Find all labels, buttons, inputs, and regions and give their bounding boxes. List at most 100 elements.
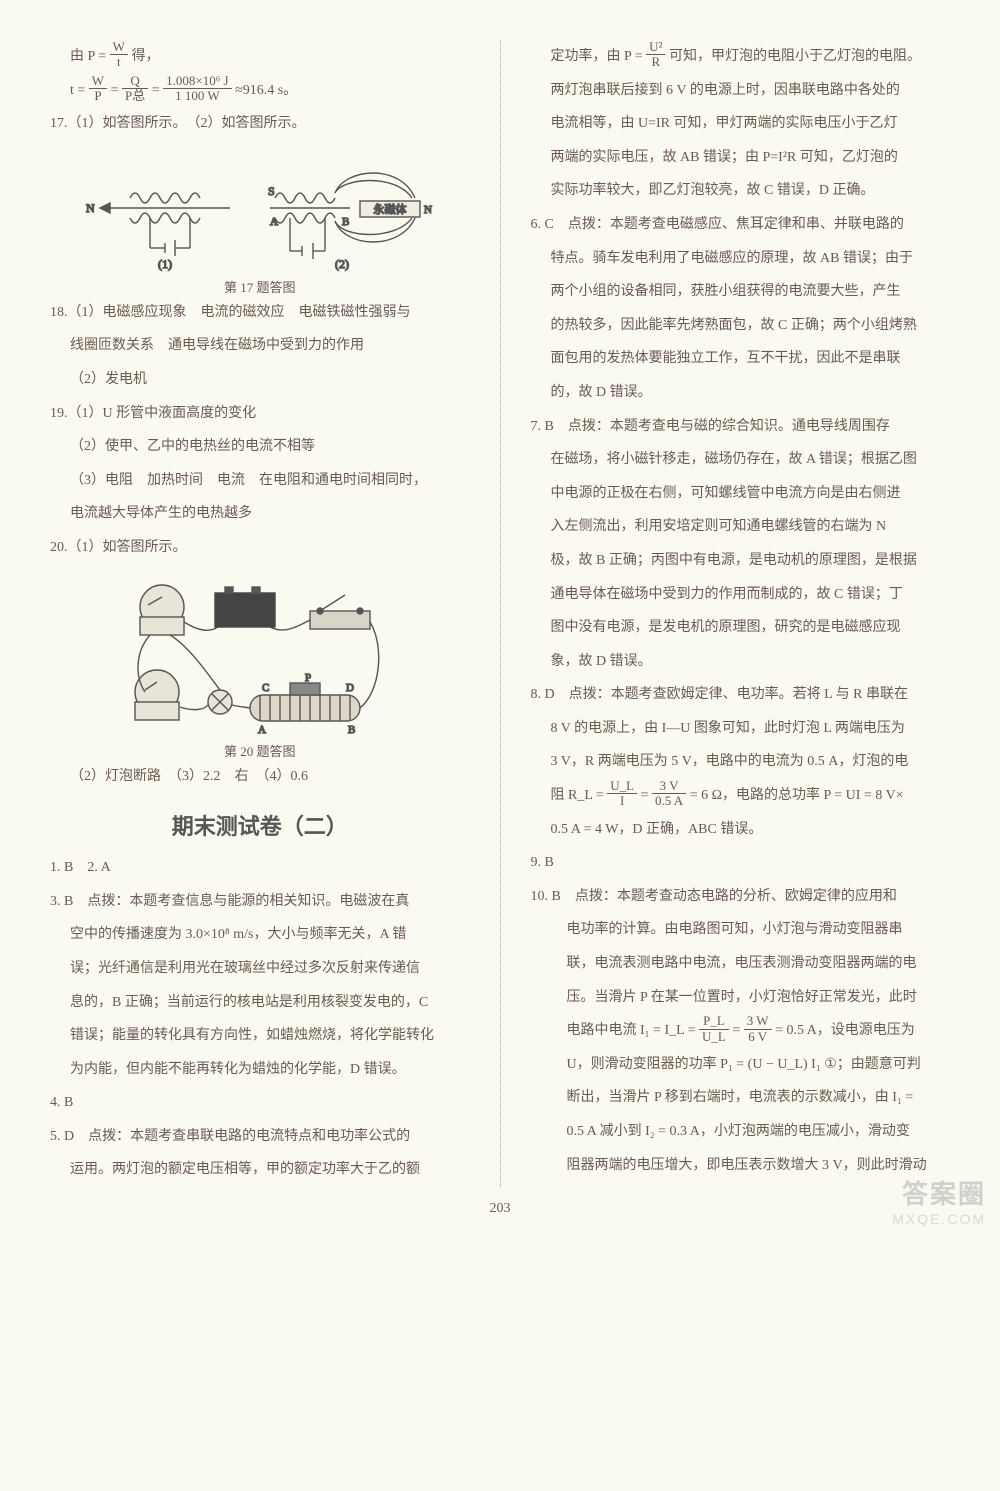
fraction: 1.008×10⁶ J 1 100 W — [163, 74, 231, 104]
q20-line1: 20.（1）如答图所示。 — [50, 531, 470, 565]
q19-line2: （2）使甲、乙中的电热丝的电流不相等 — [50, 430, 470, 464]
svg-text:N: N — [86, 201, 95, 215]
eq2: t = W P = Q P总 = 1.008×10⁶ J 1 100 W ≈91… — [50, 74, 470, 108]
numerator: W — [110, 40, 128, 55]
figure-17-caption: 第 17 题答图 — [50, 277, 470, 296]
exam-title: 期末测试卷（二） — [50, 809, 470, 841]
q7-line2: 在磁场，将小磁针移走，磁场仍存在，故 A 错误；根据乙图 — [531, 443, 951, 477]
q8-line5: 0.5 A = 4 W，D 正确，ABC 错误。 — [531, 813, 951, 847]
fraction: 3 W 6 V — [744, 1014, 772, 1044]
q10-line8: 0.5 A 减小到 I₂ = 0.3 A，小灯泡两端的电压减小，滑动变 — [531, 1115, 951, 1149]
q20-line2: （2）灯泡断路 （3）2.2 右 （4）0.6 — [50, 760, 470, 794]
q10-line4: 压。当滑片 P 在某一位置时，小灯泡恰好正常发光，此时 — [531, 981, 951, 1015]
q5-cont-line5: 实际功率较大，即乙灯泡较亮，故 C 错误，D 正确。 — [531, 174, 951, 208]
fraction: 3 V 0.5 A — [652, 779, 686, 809]
q3-line5: 错误；能量的转化具有方向性，如蜡烛燃烧，将化学能转化 — [50, 1019, 470, 1053]
q10-line3: 联，电流表测电路中电流，电压表测滑动变阻器两端的电 — [531, 947, 951, 981]
q7-line4: 入左侧流出，利用安培定则可知通电螺线管的右端为 N — [531, 510, 951, 544]
q6-line4: 的热较多，因此能率先烤熟面包，故 C 正确；两个小组烤熟 — [531, 309, 951, 343]
q17-answer: 17.（1）如答图所示。 （2）如答图所示。 — [50, 107, 470, 141]
watermark-en: MXQE.COM — [892, 1211, 986, 1227]
q6-line6: 的，故 D 错误。 — [531, 376, 951, 410]
q10-line6: U，则滑动变阻器的功率 P₁ = (U − U_L) I₁ ①；由题意可判 — [531, 1048, 951, 1082]
svg-text:永磁体: 永磁体 — [373, 202, 406, 216]
q6-line3: 两个小组的设备相同，获胜小组获得的电流要大些，产生 — [531, 275, 951, 309]
q3-line6: 为内能，但内能不能再转化为蜡烛的化学能，D 错误。 — [50, 1053, 470, 1087]
eq1: 由 P = W t 得， — [50, 40, 470, 74]
watermark-cn: 答案圈 — [892, 1174, 986, 1211]
fraction: U² R — [646, 40, 665, 70]
svg-text:B: B — [342, 216, 349, 228]
q7-line5: 极，故 B 正确；丙图中有电源，是电动机的原理图，是根据 — [531, 544, 951, 578]
right-column: 定功率，由 P = U² R 可知，甲灯泡的电阻小于乙灯泡的电阻。 两灯泡串联后… — [531, 40, 951, 1187]
svg-text:D: D — [346, 682, 354, 694]
text: = 6 Ω，电路的总功率 P = UI = 8 V× — [690, 788, 904, 803]
watermark: 答案圈 MXQE.COM — [892, 1174, 986, 1227]
q3-line3: 误；光纤通信是利用光在玻璃丝中经过多次反射来传递信 — [50, 952, 470, 986]
q19-line4: 电流越大导体产生的电热越多 — [50, 497, 470, 531]
text: 得， — [131, 49, 159, 64]
q10-line5: 电路中电流 I₁ = I_L = P_L U_L = 3 W 6 V = 0.5… — [531, 1014, 951, 1048]
q19-line3: （3）电阻 加热时间 电流 在电阻和通电时间相同时， — [50, 464, 470, 498]
figure-20-diagram: C D A B P — [50, 577, 470, 737]
q4: 4. B — [50, 1086, 470, 1120]
q3-line4: 息的，B 正确；当前运行的核电站是利用核裂变发电的，C — [50, 986, 470, 1020]
svg-text:(1): (1) — [158, 257, 172, 271]
fraction: W P — [89, 74, 107, 104]
q7-line7: 图中没有电源，是发电机的原理图，研究的是电磁感应现 — [531, 611, 951, 645]
svg-text:S: S — [268, 184, 275, 198]
text: 阻 R_L = — [551, 788, 604, 803]
text: 可知，甲灯泡的电阻小于乙灯泡的电阻。 — [669, 49, 921, 64]
svg-text:P: P — [305, 672, 311, 684]
fraction: P_L U_L — [699, 1014, 729, 1044]
svg-text:N: N — [424, 204, 432, 216]
q8-line1: 8. D 点拨：本题考查欧姆定律、电功率。若将 L 与 R 串联在 — [531, 678, 951, 712]
q9: 9. B — [531, 846, 951, 880]
svg-text:A: A — [258, 724, 266, 736]
q7-line1: 7. B 点拨：本题考查电与磁的综合知识。通电导线周围存 — [531, 410, 951, 444]
q5-cont-line1: 定功率，由 P = U² R 可知，甲灯泡的电阻小于乙灯泡的电阻。 — [531, 40, 951, 74]
q1-q2: 1. B 2. A — [50, 851, 470, 885]
q8-line4: 阻 R_L = U_L I = 3 V 0.5 A = 6 Ω，电路的总功率 P… — [531, 779, 951, 813]
text: = — [732, 1023, 740, 1038]
q10-line1: 10. B 点拨：本题考查动态电路的分析、欧姆定律的应用和 — [531, 880, 951, 914]
q6-line2: 特点。骑车发电利用了电磁感应的原理，故 AB 错误；由于 — [531, 242, 951, 276]
q7-line8: 象，故 D 错误。 — [531, 645, 951, 679]
q5-cont-line4: 两端的实际电压，故 AB 错误；由 P=I²R 可知，乙灯泡的 — [531, 141, 951, 175]
left-column: 由 P = W t 得， t = W P = Q P总 = 1.008×10⁶ … — [50, 40, 470, 1187]
text: 定功率，由 P = — [551, 49, 643, 64]
figure-17-diagram: N (1) S A B — [50, 153, 470, 273]
q8-line2: 8 V 的电源上，由 I—U 图象可知，此时灯泡 L 两端电压为 — [531, 712, 951, 746]
svg-text:B: B — [348, 724, 355, 736]
q18-line2: 线圈匝数关系 通电导线在磁场中受到力的作用 — [50, 329, 470, 363]
q8-line3: 3 V，R 两端电压为 5 V，电路中的电流为 0.5 A，灯泡的电 — [531, 745, 951, 779]
text: 电路中电流 I₁ = I_L = — [567, 1023, 696, 1038]
fraction: W t — [110, 40, 128, 70]
q10-line2: 电功率的计算。由电路图可知，小灯泡与滑动变阻器串 — [531, 913, 951, 947]
q3-line1: 3. B 点拨：本题考查信息与能源的相关知识。电磁波在真 — [50, 885, 470, 919]
svg-text:C: C — [262, 682, 269, 694]
figure-20-caption: 第 20 题答图 — [50, 741, 470, 760]
q18-line3: （2）发电机 — [50, 363, 470, 397]
text: = — [641, 788, 649, 803]
text: = — [152, 83, 160, 98]
text: = 0.5 A，设电源电压为 — [775, 1023, 915, 1038]
q5-cont-line2: 两灯泡串联后接到 6 V 的电源上时，因串联电路中各处的 — [531, 74, 951, 108]
q6-line1: 6. C 点拨：本题考查电磁感应、焦耳定律和串、并联电路的 — [531, 208, 951, 242]
page-number: 203 — [50, 1201, 950, 1217]
q7-line3: 中电源的正极在右侧，可知螺线管中电流方向是由右侧进 — [531, 477, 951, 511]
text: ≈916.4 s。 — [235, 83, 297, 98]
fraction: U_L I — [607, 779, 637, 809]
text: 由 P = — [70, 49, 106, 64]
fraction: Q P总 — [122, 74, 148, 104]
q5-cont-line3: 电流相等，由 U=IR 可知，甲灯两端的实际电压小于乙灯 — [531, 107, 951, 141]
denominator: t — [110, 55, 128, 69]
svg-text:A: A — [270, 216, 278, 228]
q10-line9: 阻器两端的电压增大，即电压表示数增大 3 V，则此时滑动 — [531, 1149, 951, 1183]
text: t = — [70, 83, 85, 98]
q6-line5: 面包用的发热体要能独立工作，互不干扰，因此不是串联 — [531, 342, 951, 376]
q18-line1: 18.（1）电磁感应现象 电流的磁效应 电磁铁磁性强弱与 — [50, 296, 470, 330]
q10-line7: 断出，当滑片 P 移到右端时，电流表的示数减小，由 I₁ = — [531, 1081, 951, 1115]
q5-line2: 运用。两灯泡的额定电压相等，甲的额定功率大于乙的额 — [50, 1153, 470, 1187]
q19-line1: 19.（1）U 形管中液面高度的变化 — [50, 397, 470, 431]
